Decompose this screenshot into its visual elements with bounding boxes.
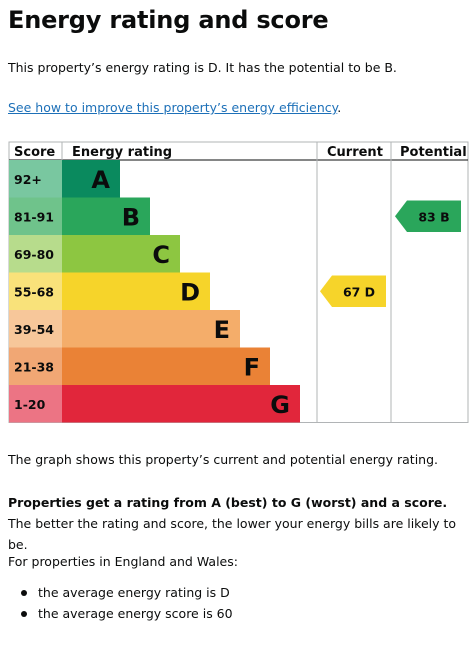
band-letter: F (244, 353, 260, 381)
band-score-label: 21-38 (14, 359, 54, 374)
band-bar (62, 310, 240, 348)
rating-explanation: Properties get a rating from A (best) to… (8, 492, 464, 555)
band-bar (62, 272, 210, 310)
band-bar (62, 160, 120, 198)
band-score-label: 39-54 (14, 322, 54, 337)
band-score-label: 81-91 (14, 209, 54, 224)
band-bar (62, 385, 300, 423)
rating-explanation-rest: The better the rating and score, the low… (8, 516, 457, 552)
list-item: the average energy rating is D (8, 585, 233, 606)
band-letter: C (152, 241, 170, 269)
band-bar (62, 235, 180, 273)
band-score-cell (9, 272, 62, 310)
current-arrow (320, 275, 386, 307)
list-item: the average energy score is 60 (8, 606, 233, 627)
intro-text: This property’s energy rating is D. It h… (8, 60, 397, 75)
band-letter: E (214, 316, 230, 344)
score-header: Score (14, 145, 55, 160)
current-rating-label: 67 D (343, 284, 375, 299)
region-intro: For properties in England and Wales: (8, 554, 238, 569)
band-bar (62, 347, 270, 385)
band-score-label: 92+ (14, 172, 42, 187)
page-title: Energy rating and score (8, 6, 329, 34)
band-bar (62, 197, 150, 235)
band-letter: B (122, 203, 140, 231)
band-letter: G (270, 391, 290, 419)
improve-link-line: See how to improve this property’s energ… (8, 100, 341, 115)
band-score-cell (9, 347, 62, 385)
band-score-cell (9, 310, 62, 348)
improve-efficiency-link[interactable]: See how to improve this property’s energ… (8, 100, 338, 115)
current-header: Current (327, 145, 383, 160)
averages-list: the average energy rating is D the avera… (8, 585, 233, 627)
potential-rating-label: 83 B (418, 209, 449, 224)
band-score-label: 1-20 (14, 397, 46, 412)
band-score-cell (9, 235, 62, 273)
band-letter: D (180, 278, 200, 306)
band-score-label: 69-80 (14, 247, 54, 262)
energy-rating-header: Energy rating (72, 145, 172, 160)
link-suffix: . (337, 100, 342, 115)
band-score-cell (9, 160, 62, 198)
band-letter: A (91, 166, 110, 194)
graph-note: The graph shows this property’s current … (8, 452, 438, 467)
band-score-label: 55-68 (14, 284, 54, 299)
band-score-cell (9, 197, 62, 235)
energy-rating-chart: Score Energy rating Current Potential 92+ A 81… (8, 141, 469, 423)
rating-explanation-bold: Properties get a rating from A (best) to… (8, 495, 448, 510)
potential-header: Potential (400, 145, 467, 160)
band-score-cell (9, 385, 62, 423)
potential-arrow (395, 200, 461, 232)
